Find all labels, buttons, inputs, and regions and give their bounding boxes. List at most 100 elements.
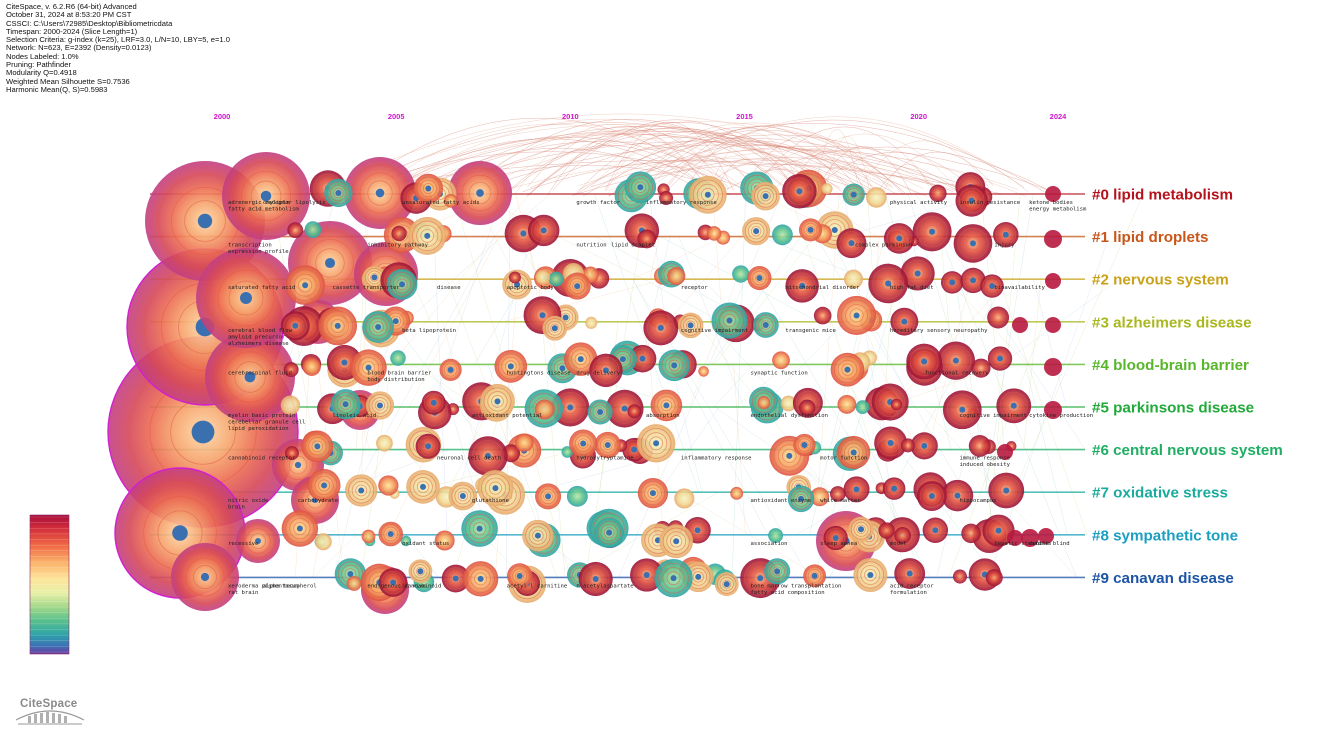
keyword-label: inhibitory pathway [367, 243, 428, 249]
citation-arc [625, 127, 852, 196]
keyword-label: injury [994, 243, 1015, 249]
cross-link [618, 193, 783, 578]
keyword-label: antioxidant enzyme [751, 498, 812, 504]
keyword-label: transcription [228, 243, 272, 249]
keyword-node [406, 470, 440, 504]
keyword-label: myelin basic protein [228, 413, 295, 419]
keyword-label: absorption [646, 413, 680, 419]
keyword-label: association [751, 541, 788, 547]
cross-link [711, 236, 801, 365]
keyword-node [280, 311, 310, 341]
year-tick-label: 2020 [910, 112, 927, 121]
keyword-label: lipid peroxidation [228, 426, 289, 432]
keyword-label: n acetylaspartate [576, 583, 634, 589]
metadata-line: Nodes Labeled: 1.0% [6, 51, 79, 61]
keyword-label: expression profile [228, 249, 289, 255]
citation-arc [552, 119, 803, 194]
citation-arc [509, 145, 711, 192]
keyword-label: drug delivery [576, 370, 620, 376]
keyword-label: huntingtons disease [507, 370, 572, 376]
keyword-node [910, 432, 938, 460]
keyword-label: acid receptor [890, 583, 934, 589]
keyword-label: cerebrospinal fluid [228, 370, 292, 376]
keyword-node [302, 357, 321, 376]
keyword-node [793, 433, 816, 457]
keyword-label: disease [437, 285, 461, 291]
keyword-node [304, 221, 322, 238]
keyword-node [996, 388, 1032, 424]
keyword-node [589, 353, 623, 388]
keyword-label: induced obesity [960, 462, 1011, 468]
keyword-node [1045, 317, 1061, 333]
keyword-node [830, 352, 865, 387]
keyword-label: fatty acid composition [751, 590, 825, 596]
keyword-node [1044, 230, 1062, 248]
citation-arc [884, 164, 929, 191]
keyword-node [912, 212, 952, 252]
keyword-node [1021, 529, 1039, 547]
keyword-node [837, 395, 857, 414]
keyword-node [439, 358, 462, 381]
citation-arc [811, 152, 970, 192]
cluster-label: #2 nervous system [1092, 272, 1229, 289]
keyword-label: sleep apnea [820, 541, 857, 547]
keyword-label: endothelial dysfunction [751, 413, 828, 419]
keyword-node [836, 295, 877, 336]
keyword-node [566, 485, 588, 507]
keyword-node [667, 267, 686, 286]
year-axis: 2000 2005 2010 2015 2020 2024 [214, 112, 1068, 121]
keyword-node [968, 435, 991, 457]
keyword-node [462, 561, 499, 597]
keyword-label: immune response [960, 456, 1011, 462]
keyword-node [871, 383, 909, 421]
keyword-label: hydroxytryptamine [576, 456, 634, 462]
keyword-label: unsaturated fatty acids [402, 200, 479, 206]
keyword-node [527, 214, 560, 247]
keyword-node [866, 187, 887, 208]
keyword-label: formulation [890, 590, 927, 596]
keyword-label: physical activity [890, 200, 948, 206]
keyword-node [563, 272, 591, 300]
keyword-node [391, 225, 407, 242]
keyword-node [408, 216, 447, 255]
keyword-node [878, 522, 895, 539]
keyword-node [961, 523, 981, 544]
keyword-node [1007, 530, 1023, 546]
keyword-node [281, 510, 319, 547]
keyword-label: functional recovery [925, 370, 990, 376]
keyword-node [522, 519, 554, 552]
keyword-label: growth factor [576, 200, 620, 206]
keyword-label: ketone bodies [1029, 200, 1073, 206]
keyword-node [764, 558, 791, 585]
keyword-node [307, 469, 341, 502]
citation-arc [392, 118, 819, 191]
cross-link [630, 236, 742, 365]
keyword-label: receptor [681, 285, 709, 291]
keyword-node [594, 431, 621, 459]
keyword-node [843, 269, 863, 289]
cross-link [594, 193, 699, 493]
keyword-node [890, 398, 903, 411]
citation-arc [877, 151, 994, 192]
keyword-label: cassette transporter [333, 285, 401, 291]
keyword-label: inflammatory response [646, 200, 717, 206]
keyword-node [772, 224, 793, 246]
metadata-line: CSSCI: C:\Users\72985\Desktop\Bibliometr… [6, 18, 173, 28]
keyword-node [283, 362, 299, 378]
cross-link [641, 236, 671, 365]
keyword-node [936, 341, 976, 380]
keyword-node [362, 311, 395, 343]
keyword-node [350, 349, 387, 386]
cross-link [649, 193, 666, 322]
citation-arc [481, 158, 977, 197]
keyword-node [624, 171, 657, 203]
keyword-node [730, 486, 744, 500]
keyword-node [706, 226, 722, 241]
cross-link [890, 279, 1006, 493]
keyword-node [658, 349, 690, 382]
keyword-node [952, 569, 967, 584]
keyword-node [587, 399, 613, 425]
keyword-node [365, 391, 395, 420]
keyword-node [376, 434, 393, 452]
